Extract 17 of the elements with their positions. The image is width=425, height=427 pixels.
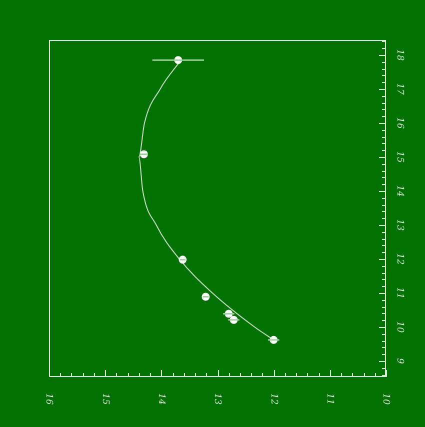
y-tick-label: 10 xyxy=(394,321,405,334)
x-tick-label: 15 xyxy=(100,393,110,405)
x-tick-label: 11 xyxy=(324,393,334,405)
x-tick-label: 13 xyxy=(212,393,222,405)
y-tick-label: 14 xyxy=(394,185,405,197)
x-tick-label: 12 xyxy=(268,393,278,405)
y-tick-label: 13 xyxy=(394,219,405,231)
y-tick-label: 16 xyxy=(394,117,405,129)
y-tick-label: 18 xyxy=(394,49,405,61)
y-tick-label: 9 xyxy=(394,358,405,364)
x-tick-label: 14 xyxy=(156,393,166,405)
y-tick-label: 15 xyxy=(394,151,405,163)
x-tick-label: 10 xyxy=(380,393,391,405)
x-tick-label: 16 xyxy=(44,393,54,405)
y-tick-label: 11 xyxy=(394,287,405,299)
y-tick-label: 17 xyxy=(394,83,405,95)
y-tick-label: 12 xyxy=(394,253,405,265)
